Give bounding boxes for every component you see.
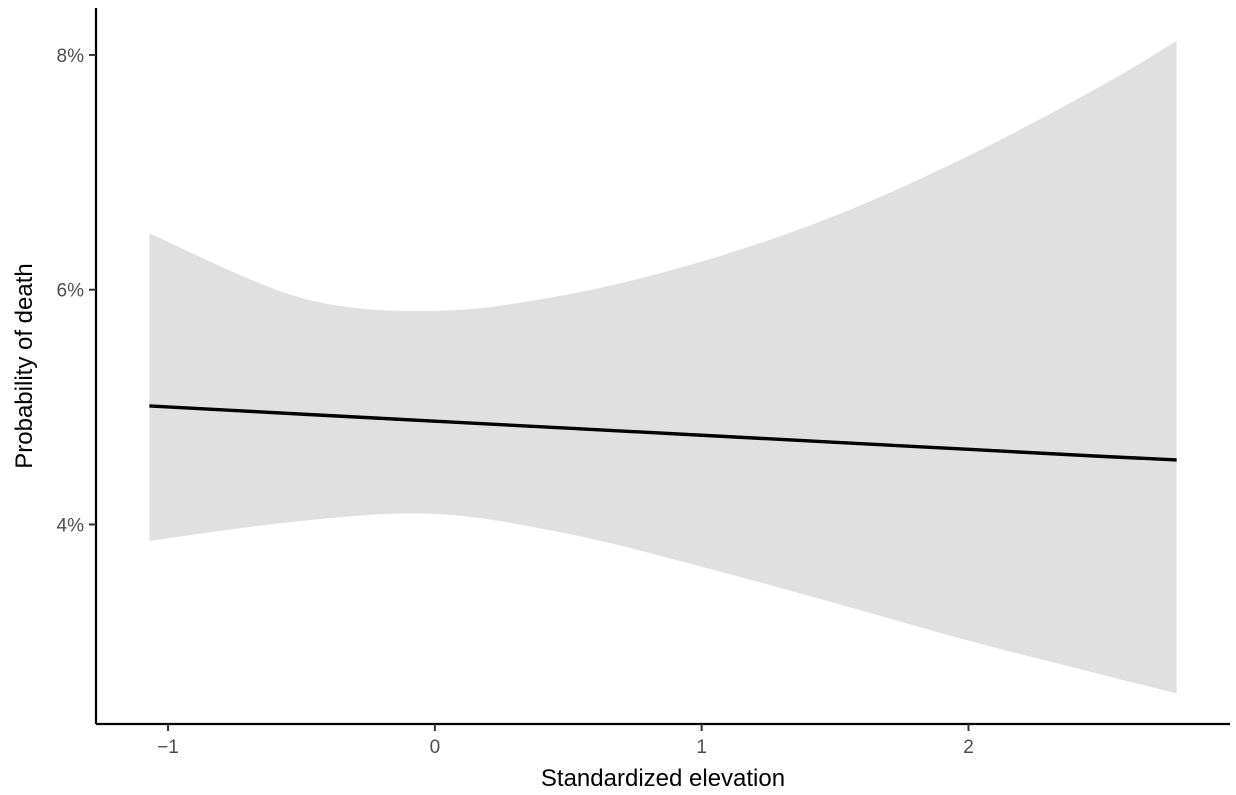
y-tick-label: 4% bbox=[57, 515, 85, 536]
confidence-band bbox=[149, 40, 1177, 694]
y-axis-title: Probability of death bbox=[11, 263, 38, 468]
x-tick-label: 0 bbox=[430, 737, 441, 758]
y-tick-label: 8% bbox=[57, 46, 85, 67]
x-tick-label: −1 bbox=[157, 737, 179, 758]
y-tick-label: 6% bbox=[57, 281, 85, 302]
x-axis-title: Standardized elevation bbox=[541, 765, 785, 792]
series-line bbox=[149, 404, 1177, 462]
x-tick-label: 1 bbox=[696, 737, 707, 758]
plot-area bbox=[149, 40, 1177, 694]
x-tick-label: 2 bbox=[963, 737, 974, 758]
axes: 4% 6% 8% −1 0 1 2 bbox=[57, 8, 1230, 758]
